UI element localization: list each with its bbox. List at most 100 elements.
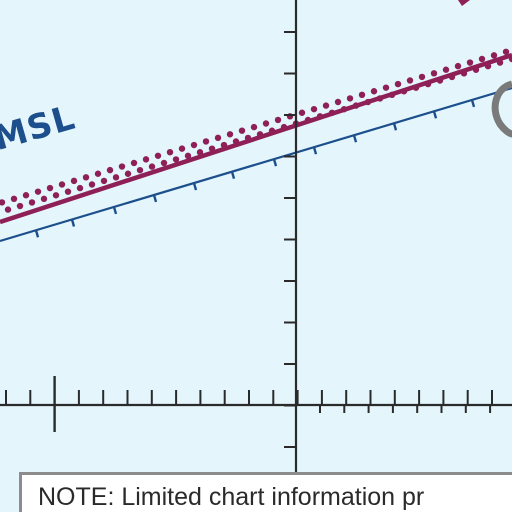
band-dot (10, 195, 18, 203)
band-dot (436, 77, 444, 84)
boundary-tick (352, 134, 358, 143)
band-dot (454, 62, 462, 70)
band-dot (298, 109, 306, 116)
band-dot (232, 138, 240, 145)
boundary-tick (192, 182, 198, 191)
band-dot (502, 48, 510, 55)
band-dot (58, 181, 66, 188)
band-dot (346, 95, 354, 102)
band-dot (40, 195, 48, 203)
boundary-tick (34, 229, 40, 238)
band-dot (172, 156, 180, 163)
boundary-tick (70, 219, 76, 227)
band-dot (364, 98, 372, 106)
partial-magenta-symbol (458, 0, 470, 6)
band-dot (154, 152, 162, 159)
band-dot (82, 174, 90, 181)
band-dot (472, 66, 480, 73)
chart-note-box: NOTE: Limited chart information pr (19, 472, 512, 512)
band-dot (418, 73, 426, 81)
band-dot (322, 102, 330, 109)
meridian-ticks (284, 31, 296, 490)
band-dot (508, 55, 512, 63)
band-dot (220, 141, 228, 149)
band-dot (112, 174, 120, 181)
band-dot (394, 80, 402, 88)
band-dot (124, 170, 132, 177)
band-dot (190, 141, 198, 149)
band-dot (214, 134, 222, 142)
band-dot (316, 113, 324, 120)
boundary-tick (230, 171, 236, 180)
boundary-tick (272, 158, 278, 167)
band-dot (250, 123, 258, 131)
band-dot (484, 62, 492, 70)
band-dot (352, 102, 360, 109)
band-dot (148, 163, 156, 170)
band-dot (208, 145, 216, 152)
partial-gray-letter (491, 80, 512, 138)
boundary-tick (432, 110, 438, 119)
band-dot (328, 109, 336, 116)
magenta-dotted-band (0, 48, 512, 213)
band-dot (160, 159, 168, 167)
band-dot (466, 59, 474, 66)
band-dot (130, 159, 138, 167)
band-dot (478, 55, 486, 63)
band-dot (442, 66, 450, 73)
band-dot (106, 166, 114, 174)
band-dot (280, 123, 288, 131)
boundary-tick (470, 99, 476, 108)
band-dot (334, 98, 342, 106)
band-dot (388, 91, 396, 99)
band-dot (166, 148, 174, 156)
band-dot (22, 192, 30, 199)
band-dot (448, 73, 456, 81)
band-dot (310, 105, 318, 113)
band-dot (88, 181, 96, 188)
band-dot (262, 120, 270, 127)
band-dot (370, 88, 378, 95)
band-dot (94, 170, 102, 177)
band-dot (460, 70, 468, 77)
band-dot (382, 84, 390, 91)
band-dot (496, 59, 504, 66)
band-dot (376, 95, 384, 102)
band-dot (142, 156, 150, 163)
band-dot (4, 206, 12, 213)
band-dot (340, 106, 348, 113)
band-dot (46, 184, 54, 192)
band-dot (274, 116, 282, 124)
band-dot (430, 70, 438, 77)
band-dot (28, 199, 36, 206)
parallel-ticks (5, 376, 493, 432)
band-dot (400, 88, 408, 95)
blue-boundary-ticks (34, 99, 476, 238)
band-dot (100, 177, 108, 185)
boundary-tick (152, 194, 158, 203)
boundary-tick (392, 122, 398, 131)
boundary-tick (312, 146, 318, 155)
band-dot (0, 199, 6, 206)
band-dot (178, 145, 186, 152)
band-dot (490, 52, 498, 59)
band-dot (256, 131, 264, 138)
band-dot (202, 138, 210, 145)
band-dot (136, 166, 144, 174)
blue-boundary-line (0, 86, 512, 243)
band-dot (118, 163, 126, 170)
band-dot (424, 80, 432, 88)
band-dot (406, 77, 414, 84)
chart-note-text: NOTE: Limited chart information pr (38, 483, 425, 511)
band-dot (238, 127, 246, 134)
band-dot (304, 116, 312, 124)
band-dot (64, 188, 72, 195)
band-dot (412, 84, 420, 91)
band-dot (76, 184, 84, 192)
band-dot (34, 188, 42, 195)
band-dot (196, 149, 204, 156)
band-dot (226, 131, 234, 138)
band-dot (358, 91, 366, 99)
